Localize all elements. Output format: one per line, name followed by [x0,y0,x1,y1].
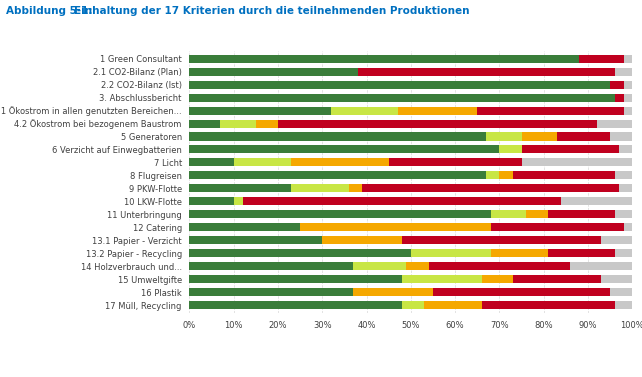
Bar [256,120,278,127]
Bar [358,67,614,76]
Bar [353,262,406,270]
Bar [402,301,424,309]
Bar [570,262,632,270]
Bar [499,146,521,153]
Bar [189,55,579,63]
Bar [526,210,548,218]
Bar [499,172,513,179]
Text: Einhaltung der 17 Kriterien durch die teilnehmenden Produktionen: Einhaltung der 17 Kriterien durch die te… [74,6,469,16]
Bar [189,236,322,244]
Bar [291,158,388,167]
Bar [614,93,623,102]
Bar [189,184,291,192]
Bar [610,288,632,296]
Bar [424,301,482,309]
Bar [362,184,619,192]
Bar [482,301,614,309]
Bar [189,107,331,115]
Bar [406,262,429,270]
Bar [610,81,623,89]
Bar [397,107,477,115]
Bar [597,120,632,127]
Bar [278,120,597,127]
Bar [189,81,610,89]
Bar [189,262,353,270]
Bar [331,107,397,115]
Bar [557,132,610,141]
Bar [234,158,291,167]
Bar [619,184,632,192]
Bar [623,107,632,115]
Bar [614,172,632,179]
Bar [486,132,521,141]
Bar [614,210,632,218]
Bar [619,146,632,153]
Bar [486,172,499,179]
Bar [521,158,632,167]
Bar [513,172,614,179]
Bar [220,120,256,127]
Bar [623,93,632,102]
Bar [602,236,632,244]
Bar [548,210,614,218]
Bar [429,262,570,270]
Bar [490,223,623,231]
Bar [189,93,614,102]
Bar [291,184,349,192]
Bar [189,288,353,296]
Bar [614,249,632,257]
Bar [243,197,562,205]
Bar [353,288,433,296]
Bar [548,249,614,257]
Bar [579,55,623,63]
Bar [189,210,490,218]
Bar [602,275,632,283]
Bar [300,223,490,231]
Bar [521,146,619,153]
Bar [189,197,234,205]
Bar [189,146,499,153]
Bar [189,132,486,141]
Bar [614,301,632,309]
Bar [189,172,486,179]
Bar [189,275,402,283]
Bar [349,184,362,192]
Bar [189,120,220,127]
Bar [189,158,234,167]
Bar [521,132,557,141]
Bar [562,197,632,205]
Bar [623,55,632,63]
Bar [189,301,402,309]
Bar [388,158,521,167]
Bar [623,81,632,89]
Bar [614,67,632,76]
Bar [234,197,243,205]
Bar [610,132,632,141]
Bar [513,275,602,283]
Bar [402,275,482,283]
Bar [433,288,610,296]
Bar [623,223,632,231]
Bar [411,249,490,257]
Bar [402,236,602,244]
Text: Abbildung 5-1:: Abbildung 5-1: [6,6,93,16]
Bar [322,236,402,244]
Bar [477,107,623,115]
Bar [490,210,526,218]
Bar [189,249,411,257]
Bar [189,223,300,231]
Bar [189,67,358,76]
Bar [482,275,513,283]
Bar [490,249,548,257]
